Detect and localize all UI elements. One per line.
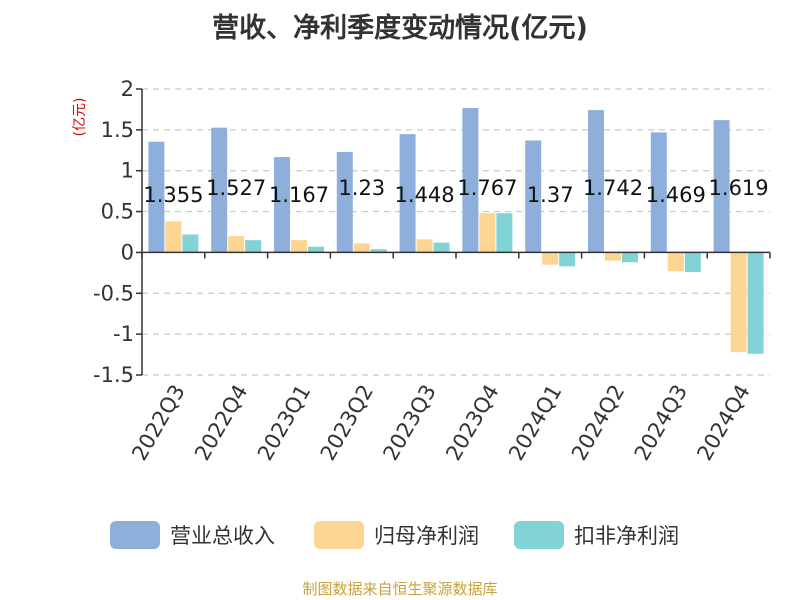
bar [650,132,667,253]
bar [588,110,604,253]
bar [308,246,324,253]
data-label: 1.527 [206,176,266,200]
legend-swatch [314,521,364,549]
bar [525,140,542,253]
x-tick-label: 2022Q3 [127,381,189,465]
x-tick-label: 2022Q4 [190,381,252,465]
data-label: 1.619 [709,176,769,200]
legend-swatch [110,521,160,549]
data-label: 1.469 [646,183,706,207]
x-tick-label: 2024Q4 [692,381,754,465]
y-tick-label: -0.5 [93,281,134,305]
x-tick-label: 2023Q4 [441,381,503,465]
bar [747,252,764,354]
x-tick-label: 2024Q1 [504,381,566,465]
bar [667,252,684,272]
bar [559,252,576,267]
x-tick-label: 2023Q2 [316,381,378,465]
chart-title: 营收、净利季度变动情况(亿元) [212,13,588,44]
x-tick-label: 2023Q1 [253,381,315,465]
legend-swatch [514,521,564,549]
bar [274,157,290,253]
bar [684,252,701,273]
data-label: 1.767 [457,176,517,200]
bar [542,252,559,265]
data-label: 1.355 [143,183,203,207]
bar [370,249,387,253]
data-label: 1.37 [527,183,574,207]
y-tick-label: 0 [121,240,134,264]
bar [211,127,228,253]
legend-label: 扣非净利润 [574,524,679,548]
bar [245,240,262,253]
bar [605,252,621,261]
data-source: 制图数据来自恒生聚源数据库 [302,580,498,598]
bar [462,108,479,253]
bar [730,252,747,353]
bar [228,236,245,253]
x-tick-label: 2023Q3 [378,381,440,465]
bar [148,141,165,253]
x-tick-label: 2024Q2 [567,381,629,465]
bar [622,252,638,263]
y-tick-label: 1.5 [101,118,134,142]
bar [433,242,450,253]
bar [713,120,730,253]
bar [416,239,433,253]
y-axis-unit: (亿元) [72,98,88,137]
y-tick-label: -1.5 [93,363,134,387]
bar [336,151,353,253]
legend-label: 归母净利润 [374,524,479,548]
x-tick-label: 2024Q3 [630,381,692,465]
data-label: 1.167 [269,183,329,207]
bar [165,221,182,253]
bar [353,243,370,253]
bar [479,213,496,253]
y-tick-label: 2 [121,77,134,101]
y-tick-label: -1 [113,322,134,346]
bar [182,234,199,253]
y-tick-label: 1 [121,159,134,183]
data-label: 1.23 [338,176,385,200]
bar [496,213,513,253]
bar [291,240,307,253]
bar [399,134,416,253]
data-label: 1.448 [395,183,455,207]
y-tick-label: 0.5 [101,200,134,224]
data-label: 1.742 [583,176,643,200]
legend-label: 营业总收入 [170,524,275,548]
